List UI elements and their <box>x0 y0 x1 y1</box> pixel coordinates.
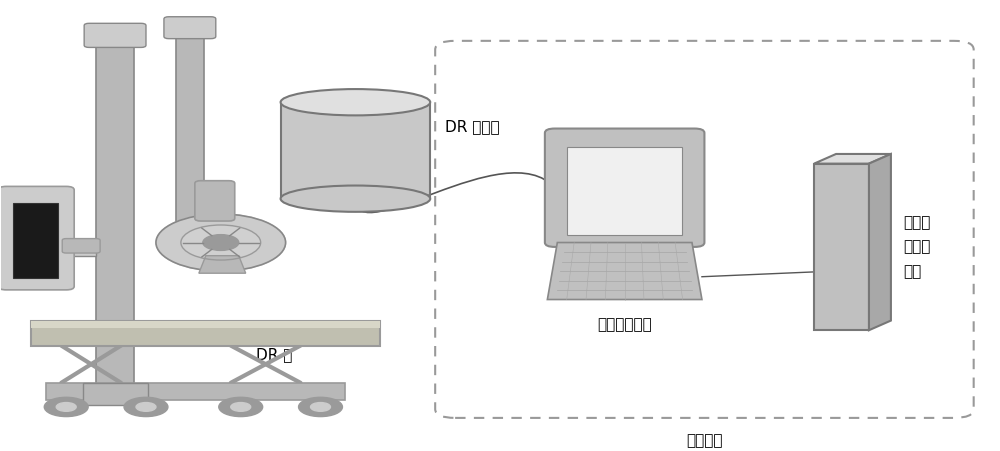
FancyBboxPatch shape <box>545 129 704 247</box>
Text: 用户终端设备: 用户终端设备 <box>597 317 652 332</box>
Ellipse shape <box>281 89 430 115</box>
Polygon shape <box>869 154 891 330</box>
Text: 远程访问: 远程访问 <box>686 433 723 448</box>
FancyBboxPatch shape <box>195 181 235 221</box>
Text: DR 数据库: DR 数据库 <box>445 119 500 134</box>
FancyBboxPatch shape <box>84 23 146 47</box>
FancyBboxPatch shape <box>31 322 380 328</box>
FancyBboxPatch shape <box>176 28 204 234</box>
FancyBboxPatch shape <box>13 203 58 278</box>
FancyBboxPatch shape <box>814 164 869 330</box>
FancyBboxPatch shape <box>83 383 148 405</box>
Circle shape <box>56 403 76 411</box>
Circle shape <box>311 403 330 411</box>
Circle shape <box>299 397 342 417</box>
Polygon shape <box>281 102 430 199</box>
Circle shape <box>136 403 156 411</box>
FancyBboxPatch shape <box>31 322 380 345</box>
Ellipse shape <box>281 185 430 212</box>
Text: 肺部肋
骨抑制
模块: 肺部肋 骨抑制 模块 <box>903 215 930 279</box>
Circle shape <box>219 397 263 417</box>
Polygon shape <box>547 243 702 299</box>
Circle shape <box>203 235 239 250</box>
FancyBboxPatch shape <box>619 243 631 256</box>
Circle shape <box>124 397 168 417</box>
FancyBboxPatch shape <box>592 251 657 263</box>
FancyBboxPatch shape <box>62 239 100 253</box>
FancyBboxPatch shape <box>46 383 345 400</box>
FancyBboxPatch shape <box>0 186 74 290</box>
Circle shape <box>156 214 286 271</box>
FancyBboxPatch shape <box>567 147 682 235</box>
Circle shape <box>231 403 251 411</box>
Circle shape <box>181 225 261 260</box>
Text: DR 机: DR 机 <box>256 347 292 362</box>
FancyBboxPatch shape <box>164 17 216 39</box>
Circle shape <box>44 397 88 417</box>
Polygon shape <box>199 256 246 273</box>
Polygon shape <box>814 154 891 164</box>
FancyBboxPatch shape <box>31 248 96 256</box>
FancyBboxPatch shape <box>96 37 134 387</box>
